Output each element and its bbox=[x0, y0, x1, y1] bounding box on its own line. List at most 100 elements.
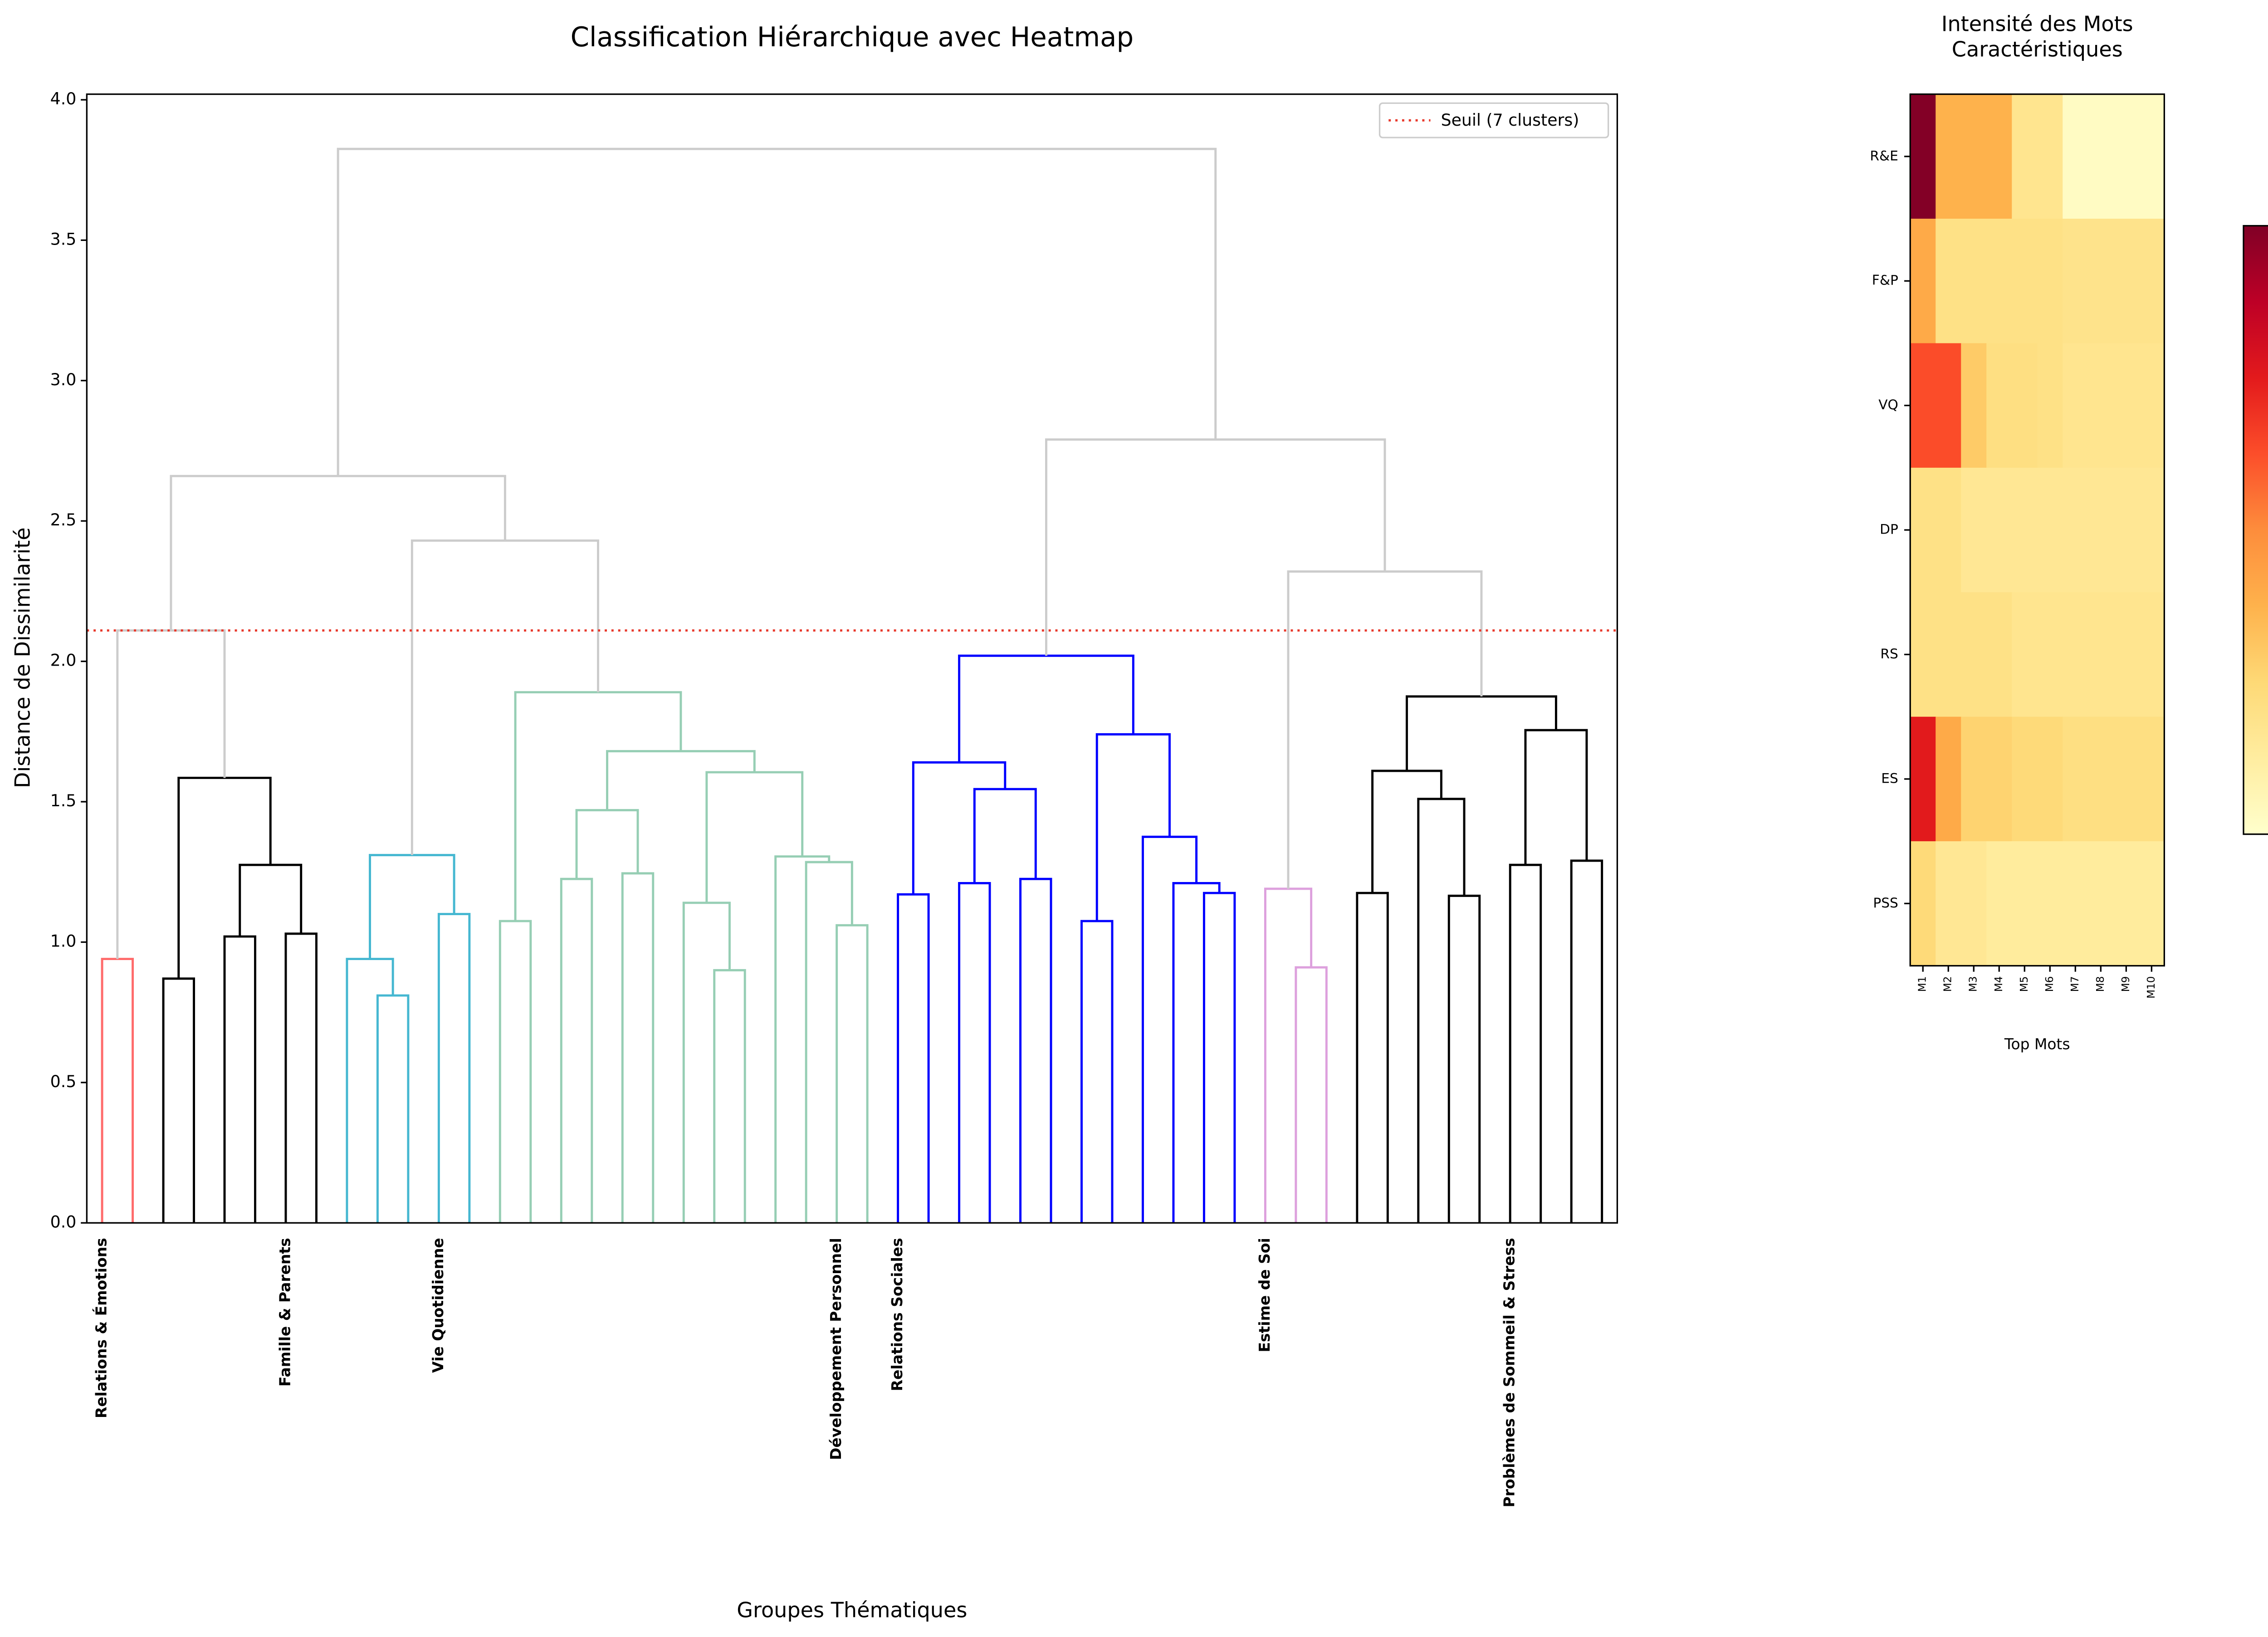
dendrogram-link bbox=[682, 902, 731, 1223]
dendrogram-link bbox=[621, 872, 655, 1223]
y-tick-label: 2.0 bbox=[50, 651, 77, 670]
heatmap-cell bbox=[2063, 841, 2089, 966]
heatmap-cell bbox=[2012, 716, 2038, 842]
heatmap-cell bbox=[1910, 94, 1936, 219]
heatmap-cell bbox=[2063, 467, 2089, 593]
dendrogram-link bbox=[575, 809, 639, 879]
dendrogram-link bbox=[774, 855, 831, 1223]
heatmap-cell bbox=[2012, 841, 2038, 966]
dendrogram-link bbox=[973, 788, 1037, 883]
row-label: PSS bbox=[1873, 895, 1898, 911]
heatmap-cell bbox=[2139, 716, 2165, 842]
x-tick-label: Estime de Soi bbox=[1256, 1238, 1273, 1352]
heatmap-cell bbox=[2037, 94, 2063, 219]
heatmap-cell bbox=[2139, 219, 2165, 344]
row-label: ES bbox=[1881, 770, 1898, 786]
dendrogram-link bbox=[116, 629, 226, 959]
heatmap-cell bbox=[2113, 94, 2140, 219]
dendrogram-link bbox=[499, 920, 532, 1223]
heatmap-cell bbox=[1986, 716, 2013, 842]
legend-box bbox=[1378, 102, 1609, 138]
column-label: M5 bbox=[2019, 976, 2030, 992]
heatmap-cell bbox=[2088, 716, 2114, 842]
heatmap-cell bbox=[1910, 343, 1936, 468]
heatmap-cell bbox=[2139, 467, 2165, 593]
dendrogram-link bbox=[958, 882, 991, 1223]
heatmap-cell bbox=[1936, 592, 1962, 717]
dendrogram-link bbox=[1045, 438, 1386, 656]
heatmap-cell bbox=[2012, 467, 2038, 593]
dendrogram-link bbox=[1447, 894, 1481, 1223]
dendrogram-link bbox=[606, 750, 756, 810]
x-tick-label: Problèmes de Sommeil & Stress bbox=[1501, 1238, 1518, 1507]
heatmap-cell bbox=[2037, 592, 2063, 717]
dendrogram-link bbox=[177, 776, 272, 979]
x-tick-label: Famille & Parents bbox=[276, 1238, 293, 1387]
heatmap-cell bbox=[2113, 592, 2140, 717]
y-tick-label: 4.0 bbox=[50, 89, 77, 108]
heatmap-cell bbox=[2113, 716, 2140, 842]
dendrogram-link bbox=[1141, 835, 1198, 1223]
column-label: M4 bbox=[1993, 976, 2005, 992]
heatmap-cell bbox=[2088, 94, 2114, 219]
row-label: RS bbox=[1880, 646, 1898, 662]
heatmap-cell bbox=[1961, 343, 1987, 468]
legend-label: Seuil (7 clusters) bbox=[1441, 110, 1579, 130]
heatmap-cell bbox=[2139, 343, 2165, 468]
dendrogram-link bbox=[1371, 769, 1442, 893]
dendrogram-link bbox=[1356, 892, 1389, 1223]
dendrogram-link bbox=[1509, 863, 1542, 1223]
x-tick-label: Vie Quotidienne bbox=[429, 1238, 447, 1373]
heatmap-cell bbox=[1936, 219, 1962, 344]
dendrogram-link bbox=[836, 924, 869, 1223]
heatmap-cell bbox=[2088, 467, 2114, 593]
heatmap-x-label: Top Mots bbox=[2004, 1035, 2070, 1053]
y-tick-label: 3.0 bbox=[50, 370, 77, 389]
dendrogram-link bbox=[223, 935, 256, 1223]
heatmap-title: Caractéristiques bbox=[1952, 37, 2123, 62]
x-tick-label: Relations & Émotions bbox=[92, 1238, 110, 1418]
heatmap-cell bbox=[2088, 219, 2114, 344]
x-axis-label: Groupes Thématiques bbox=[737, 1598, 967, 1622]
heatmap-cell bbox=[1936, 841, 1962, 966]
dendrogram-link bbox=[101, 958, 134, 1223]
heatmap-cell bbox=[1910, 219, 1936, 344]
dendrogram-link bbox=[1295, 966, 1328, 1223]
y-tick-label: 2.5 bbox=[50, 510, 77, 529]
column-label: M3 bbox=[1968, 976, 1980, 992]
heatmap-cell bbox=[1936, 94, 1962, 219]
heatmap-cell bbox=[1961, 716, 1987, 842]
heatmap-cell bbox=[2113, 219, 2140, 344]
heatmap-cell bbox=[1961, 592, 1987, 717]
heatmap-cell bbox=[1961, 94, 1987, 219]
heatmap-cell bbox=[2012, 219, 2038, 344]
dendrogram-link bbox=[560, 877, 593, 1223]
heatmap-cell bbox=[1936, 467, 1962, 593]
heatmap-cell bbox=[2037, 716, 2063, 842]
dendrogram-link bbox=[1287, 570, 1483, 889]
heatmap-cell bbox=[1910, 716, 1936, 842]
heatmap-cell bbox=[2063, 219, 2089, 344]
dendrogram-link bbox=[1417, 798, 1466, 1223]
dendrogram-link bbox=[1570, 859, 1603, 1223]
row-label: F&P bbox=[1872, 272, 1898, 288]
column-label: M8 bbox=[2095, 976, 2107, 992]
heatmap-title: Intensité des Mots bbox=[1941, 12, 2133, 36]
dendrogram-link bbox=[437, 913, 471, 1223]
heatmap-frame bbox=[1909, 93, 2165, 967]
heatmap-cell bbox=[1986, 94, 2013, 219]
dendrogram-link bbox=[705, 771, 804, 903]
dendrogram-link bbox=[376, 994, 410, 1223]
heatmap-cell bbox=[1961, 841, 1987, 966]
heatmap-cell bbox=[2012, 94, 2038, 219]
column-label: M9 bbox=[2120, 976, 2132, 992]
column-label: M7 bbox=[2069, 976, 2081, 992]
dendrogram-link bbox=[337, 147, 1217, 476]
heatmap-cell bbox=[2063, 343, 2089, 468]
column-label: M2 bbox=[1942, 976, 1954, 992]
x-tick-label: Développement Personnel bbox=[827, 1238, 845, 1460]
dendrogram-link bbox=[1172, 882, 1221, 1223]
heatmap-cell bbox=[1936, 343, 1962, 468]
heatmap-cell bbox=[2088, 841, 2114, 966]
